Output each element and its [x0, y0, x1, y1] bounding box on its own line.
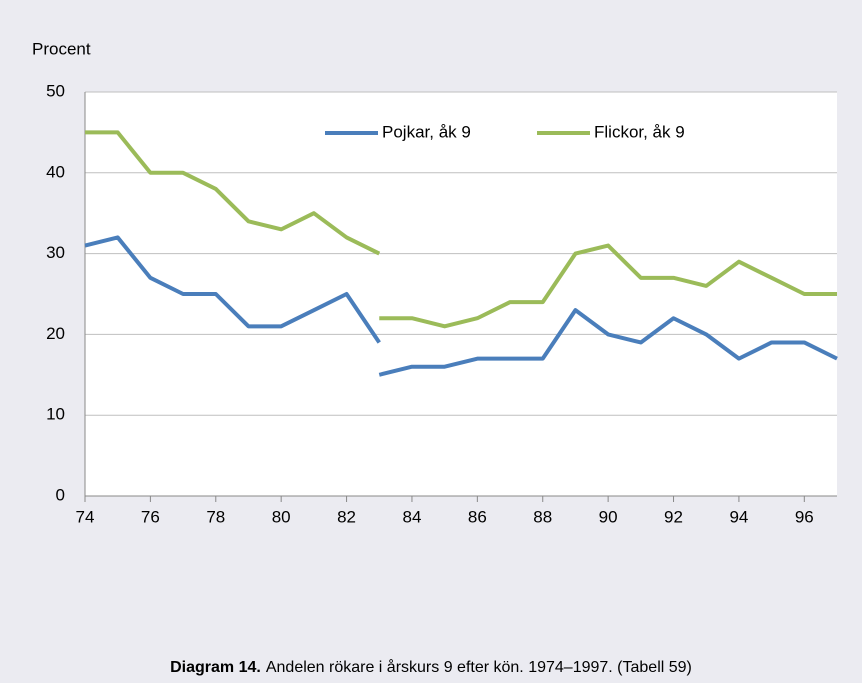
series-line [84, 235, 838, 377]
y-tick-label: 0 [56, 485, 65, 504]
x-tick-label: 82 [337, 507, 356, 526]
x-tick-label: 94 [729, 507, 748, 526]
x-tick-label: 86 [468, 507, 487, 526]
caption-bold: Diagram 14. [170, 659, 261, 676]
x-tick-label: 76 [141, 507, 160, 526]
y-tick-label: 10 [46, 405, 65, 424]
x-tick-label: 78 [206, 507, 225, 526]
x-tick-label: 74 [76, 507, 95, 526]
x-tick-label: 84 [402, 507, 421, 526]
x-tick-label: 92 [664, 507, 683, 526]
y-tick-label: 20 [46, 324, 65, 343]
legend-label: Flickor, åk 9 [594, 122, 685, 141]
caption-text: Andelen rökare i årskurs 9 efter kön. 19… [266, 658, 692, 676]
y-tick-label: 40 [46, 162, 65, 181]
y-tick-label: 30 [46, 243, 65, 262]
x-tick-label: 90 [599, 507, 618, 526]
y-axis-label: Procent [32, 39, 91, 58]
legend-label: Pojkar, åk 9 [382, 122, 471, 141]
series-line [85, 130, 837, 329]
x-tick-label: 80 [272, 507, 291, 526]
caption: Diagram 14. Andelen rökare i årskurs 9 ef… [170, 658, 692, 676]
x-tick-label: 88 [533, 507, 552, 526]
y-tick-label: 50 [46, 81, 65, 100]
x-tick-label: 96 [795, 507, 814, 526]
